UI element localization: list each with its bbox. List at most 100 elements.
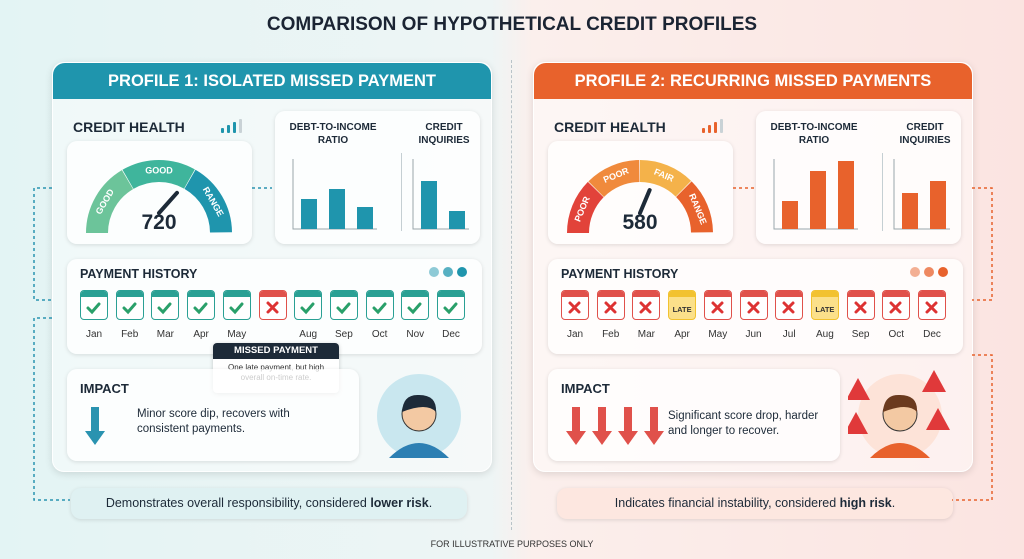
calendar-top bbox=[776, 291, 803, 297]
inquiries-label: CREDIT INQUIRIES bbox=[899, 122, 951, 146]
calendar-top bbox=[366, 291, 393, 297]
connector bbox=[972, 187, 993, 301]
dti-label: DEBT-TO-INCOME RATIO bbox=[770, 122, 858, 146]
calendar-icon bbox=[632, 290, 661, 320]
mini-axis bbox=[292, 159, 377, 230]
gauge-segment bbox=[86, 170, 134, 234]
summary-text: Indicates financial instability, conside… bbox=[614, 496, 840, 510]
check-mark bbox=[157, 302, 172, 315]
calendar-icon bbox=[401, 290, 430, 320]
calendar-top bbox=[704, 291, 731, 297]
profile-header: PROFILE 1: ISOLATED MISSED PAYMENT bbox=[53, 63, 491, 99]
legend-dot bbox=[429, 267, 439, 277]
ratios-box: DEBT-TO-INCOME RATIO CREDIT INQUIRIES bbox=[756, 111, 961, 244]
impact-text: Significant score drop, harder and longe… bbox=[668, 410, 819, 437]
calendar-icon bbox=[918, 290, 946, 320]
summary-text: Demonstrates overall responsibility, con… bbox=[105, 496, 371, 510]
status-icon bbox=[86, 302, 101, 315]
x-mark bbox=[782, 301, 795, 314]
month-label: Mar bbox=[637, 329, 655, 340]
month-label: Jul bbox=[782, 329, 796, 340]
status-icon bbox=[889, 301, 902, 314]
avatar-body bbox=[389, 443, 449, 458]
summary-text: . bbox=[891, 496, 896, 510]
mini-bar bbox=[810, 171, 826, 229]
footer: FOR ILLUSTRATIVE PURPOSES ONLY bbox=[430, 539, 594, 549]
mini-axis bbox=[773, 159, 858, 230]
callout-title: MISSED PAYMENT bbox=[213, 343, 339, 359]
signal-bar bbox=[239, 119, 242, 133]
warning-icon bbox=[848, 378, 870, 400]
check-mark bbox=[372, 302, 387, 315]
check-mark bbox=[336, 302, 351, 315]
avatar-hair bbox=[402, 394, 437, 412]
mini-bar bbox=[838, 161, 854, 229]
check-mark bbox=[229, 302, 244, 315]
summary-text: . bbox=[428, 496, 433, 510]
title: COMPARISON OF HYPOTHETICAL CREDIT PROFIL… bbox=[266, 14, 758, 35]
signal-bar bbox=[708, 125, 711, 133]
status-icon bbox=[266, 301, 278, 314]
month-label: May bbox=[227, 329, 247, 340]
credit-score: 580 bbox=[622, 211, 657, 234]
gauge-segment bbox=[639, 160, 692, 197]
warning-icon bbox=[922, 370, 946, 392]
payment-history-label: PAYMENT HISTORY bbox=[561, 267, 679, 281]
x-mark bbox=[604, 301, 617, 314]
status-icon bbox=[639, 301, 652, 314]
signal-bar bbox=[714, 122, 717, 133]
down-arrow bbox=[644, 407, 664, 445]
x-mark bbox=[266, 301, 278, 314]
month-label: Sep bbox=[851, 329, 870, 340]
gauge-segment bbox=[588, 160, 640, 198]
calendar-top bbox=[562, 291, 588, 297]
calendar-icon bbox=[365, 290, 394, 320]
status-icon bbox=[122, 302, 137, 315]
dti-label: DEBT-TO-INCOME RATIO bbox=[289, 122, 377, 146]
month-label: Oct bbox=[371, 329, 388, 340]
calendar-icon: LATE bbox=[668, 290, 697, 320]
down-arrow bbox=[566, 407, 586, 445]
payment-history-label: PAYMENT HISTORY bbox=[80, 267, 198, 281]
ratio-divider bbox=[401, 153, 402, 231]
down-arrow bbox=[85, 407, 105, 445]
summary-text: high risk bbox=[839, 496, 892, 510]
check-mark bbox=[443, 302, 458, 315]
calendar-icon bbox=[187, 290, 216, 320]
x-mark bbox=[568, 301, 581, 314]
month-label: Aug bbox=[299, 329, 318, 340]
calendar-icon bbox=[258, 290, 287, 320]
credit-score: 720 bbox=[141, 211, 176, 234]
calendar-top bbox=[438, 291, 464, 297]
impact-text: Minor score dip, recovers with consisten… bbox=[137, 408, 290, 435]
calendar-icon bbox=[846, 290, 875, 320]
connector bbox=[33, 187, 52, 301]
legend-dot bbox=[924, 267, 934, 277]
calendar-top bbox=[152, 291, 179, 297]
profile-panel: PROFILE 1: ISOLATED MISSED PAYMENT CREDIT… bbox=[52, 62, 492, 519]
mini-bar bbox=[357, 207, 373, 229]
credit-health-label: CREDIT HEALTH bbox=[73, 119, 185, 135]
calendar-top bbox=[669, 291, 696, 297]
calendar-top bbox=[811, 291, 838, 297]
calendar-icon bbox=[115, 290, 144, 320]
x-mark bbox=[639, 301, 652, 314]
mini-bar bbox=[329, 189, 345, 229]
gauge-segment bbox=[184, 169, 232, 234]
calendar-top bbox=[740, 291, 767, 297]
warning-icon bbox=[926, 408, 950, 430]
avatar-hair bbox=[883, 394, 918, 412]
impact-label: IMPACT bbox=[561, 381, 610, 396]
check-mark bbox=[407, 302, 422, 315]
avatar-body bbox=[870, 443, 930, 458]
gauge-box: GOOD GOOD RANGE 720 bbox=[67, 141, 252, 244]
calendar-icon bbox=[561, 290, 589, 320]
impact-box: IMPACT Significant score drop, harder and… bbox=[548, 369, 840, 461]
inquiries-label: CREDIT INQUIRIES bbox=[418, 122, 470, 146]
status-icon bbox=[747, 301, 759, 314]
check-mark bbox=[193, 302, 208, 315]
signal-bar bbox=[227, 125, 230, 133]
gauge-label: GOOD bbox=[145, 165, 173, 175]
month-label: Oct bbox=[888, 329, 905, 340]
